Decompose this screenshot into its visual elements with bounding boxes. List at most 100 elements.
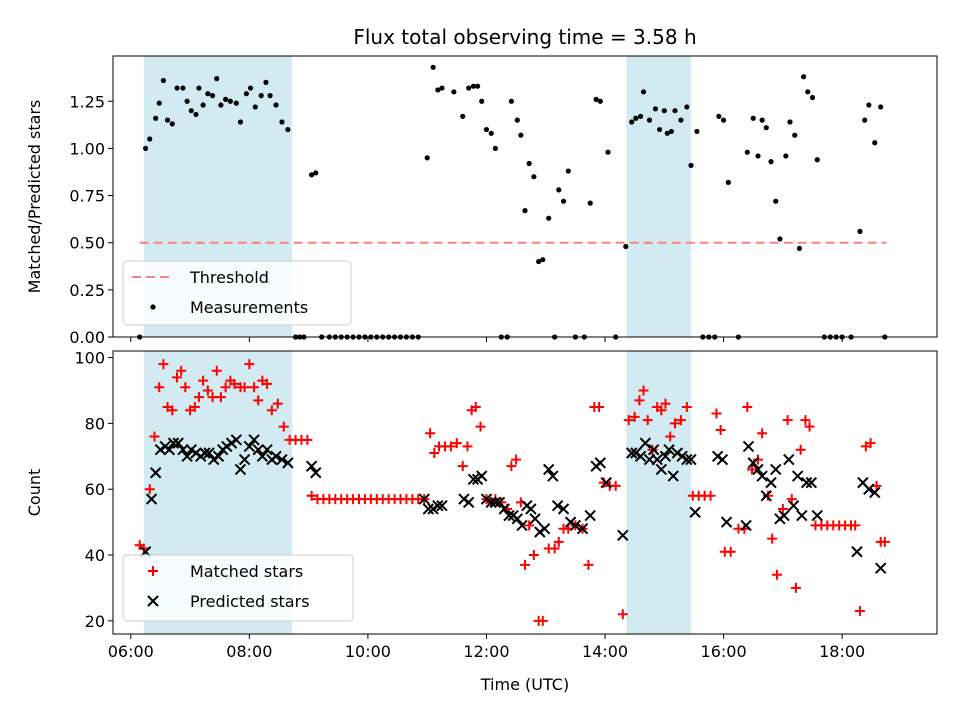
matched-stars-point (198, 375, 209, 386)
matched-stars-point (144, 484, 155, 495)
predicted-stars-point (543, 463, 555, 476)
measurement-point (792, 132, 798, 138)
matched-stars-point (790, 582, 801, 593)
matched-stars-point (266, 405, 277, 416)
matched-stars-point (462, 441, 473, 452)
measurement-point (783, 153, 789, 159)
predicted-stars-point (634, 450, 647, 463)
predicted-stars-point (212, 450, 225, 463)
matched-stars-point (429, 448, 440, 459)
predicted-stars-point (525, 503, 537, 515)
measurement-point (777, 236, 783, 242)
measurement-point (188, 108, 194, 114)
measurement-point (492, 145, 498, 152)
predicted-stars-point (436, 499, 448, 512)
matched-stars-point (747, 464, 758, 475)
measurement-point (593, 96, 599, 102)
matched-stars-point (180, 382, 191, 393)
predicted-stars-point (516, 519, 528, 532)
measurement-point (214, 76, 220, 82)
matched-stars-point (795, 444, 806, 455)
measurement-point (652, 106, 659, 112)
measurement-point (164, 117, 171, 123)
legend-label: Predicted stars (190, 592, 310, 611)
series-measurements (137, 64, 888, 340)
matched-stars-point (675, 415, 686, 426)
measurement-point (637, 113, 644, 119)
predicted-stars-point (177, 444, 189, 456)
measurement-point (787, 119, 793, 125)
measurement-point (430, 64, 436, 70)
matched-stars-point (249, 382, 260, 393)
predicted-stars-point (276, 453, 288, 466)
matched-stars-point (757, 428, 768, 439)
predicted-stars-point (569, 519, 582, 532)
matched-stars-point (623, 415, 634, 426)
predicted-stars-point (243, 440, 256, 453)
predicted-stars-point (238, 453, 251, 466)
predicted-stars-point (756, 470, 768, 482)
predicted-stars-point (557, 503, 570, 515)
measurement-point (218, 102, 224, 108)
measurement-point (587, 200, 593, 206)
measurement-point (716, 113, 722, 119)
chart-title: Flux total observing time = 3.58 h (353, 25, 696, 49)
matched-stars-point (154, 382, 165, 393)
measurement-point (435, 87, 441, 93)
y-axis-label: Count (25, 469, 44, 517)
predicted-stars-point (720, 516, 733, 528)
matched-stars-point (617, 609, 628, 620)
predicted-stars-point (800, 476, 813, 489)
predicted-stars-point (869, 486, 881, 499)
matched-stars-point (272, 398, 283, 409)
measurement-point (750, 115, 756, 121)
measurement-point (267, 93, 273, 99)
matched-stars-point (763, 490, 774, 501)
legend-label: Matched stars (190, 562, 303, 581)
legend-matched-swatch (148, 566, 158, 576)
measurement-point (862, 117, 868, 123)
measurement-point (143, 145, 149, 152)
matched-stars-point (594, 401, 605, 412)
measurement-point (759, 117, 765, 123)
measurement-point (470, 83, 477, 89)
matched-stars-point (445, 441, 456, 452)
matched-stars-point (752, 454, 763, 465)
measurement-point (546, 215, 552, 221)
predicted-stars-point (639, 437, 652, 449)
y-tick-label: 0.25 (69, 281, 105, 300)
predicted-stars-point (787, 499, 800, 512)
predicted-stars-point (547, 470, 559, 482)
matched-stars-point (220, 382, 231, 393)
predicted-stars-point (248, 434, 260, 446)
predicted-stars-point (230, 434, 243, 446)
predicted-stars-point (270, 450, 282, 463)
measurement-point (809, 94, 816, 101)
measurement-point (678, 117, 684, 123)
measurement-point (688, 162, 694, 168)
measurement-point (285, 126, 291, 133)
measurement-point (629, 119, 635, 125)
matched-stars-point (193, 392, 204, 403)
x-tick-label: 12:00 (463, 642, 509, 661)
matched-stars-point (705, 490, 716, 501)
predicted-stars-point (203, 447, 215, 459)
y-tick-label: 0.75 (69, 187, 105, 206)
y-tick-label: 60 (85, 480, 105, 499)
predicted-stars-point (625, 447, 638, 459)
measurement-point (633, 115, 639, 121)
predicted-stars-point (529, 513, 541, 525)
y-tick-label: 1.00 (69, 139, 105, 158)
y-tick-label: 20 (85, 612, 105, 631)
measurement-point (247, 85, 254, 91)
predicted-stars-point (667, 470, 679, 482)
predicted-stars-point (167, 437, 180, 449)
measurement-point (196, 85, 202, 91)
matched-stars-point (739, 523, 750, 534)
legend: Threshold Measurements (122, 260, 352, 326)
predicted-stars-point (651, 453, 663, 466)
predicted-stars-point (432, 499, 444, 512)
measurement-point (474, 83, 481, 89)
predicted-stars-point (594, 457, 606, 469)
